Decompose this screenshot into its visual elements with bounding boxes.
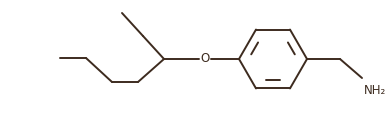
- Text: O: O: [200, 53, 209, 65]
- Text: NH₂: NH₂: [364, 84, 385, 97]
